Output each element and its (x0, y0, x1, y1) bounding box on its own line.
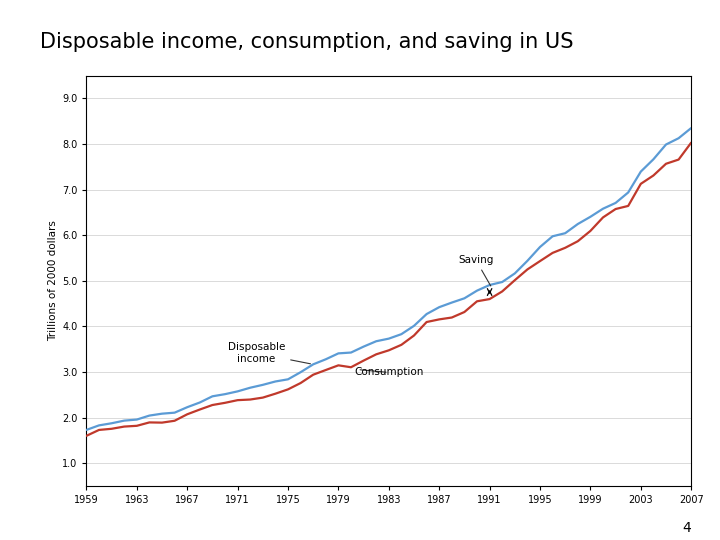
Text: Disposable
income: Disposable income (228, 342, 310, 364)
Text: 4: 4 (683, 521, 691, 535)
Text: Disposable income, consumption, and saving in US: Disposable income, consumption, and savi… (40, 32, 573, 52)
Text: Saving: Saving (458, 255, 493, 286)
Text: Consumption: Consumption (354, 367, 423, 377)
Y-axis label: Trillions of 2000 dollars: Trillions of 2000 dollars (48, 220, 58, 341)
